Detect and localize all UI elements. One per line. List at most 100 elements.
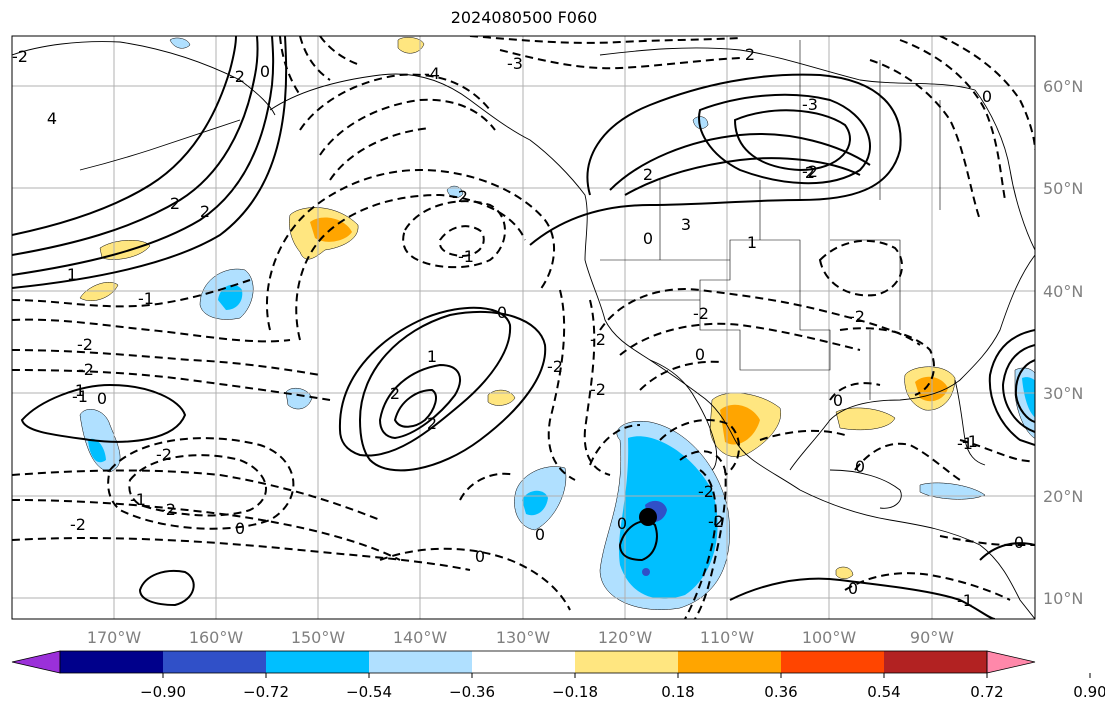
longitude-label: 160°W bbox=[189, 628, 244, 647]
contour-value-label: -3 bbox=[507, 54, 523, 73]
colorbar-segment bbox=[60, 651, 164, 673]
contour-value-label: 0 bbox=[617, 514, 627, 533]
contour-value-label: -2 bbox=[77, 335, 93, 354]
colorbar-tick-label: 0.18 bbox=[661, 683, 694, 701]
contour-value-label: 0 bbox=[982, 87, 992, 106]
contour-value-label: -4 bbox=[424, 64, 440, 83]
contour-value-label: -1 bbox=[72, 387, 88, 406]
contour-value-label: 2 bbox=[170, 194, 180, 213]
contour-value-label: 2 bbox=[745, 45, 755, 64]
negative-anomaly-spot bbox=[642, 568, 650, 576]
contour-value-label: -2 bbox=[12, 47, 28, 66]
contour-value-label: -2 bbox=[802, 162, 818, 181]
longitude-label: 90°W bbox=[910, 628, 954, 647]
contour-value-label: 2 bbox=[427, 414, 437, 433]
contour-value-label: 1 bbox=[75, 381, 85, 400]
contour-value-label: 0 bbox=[497, 303, 507, 322]
contour-value-label: -3 bbox=[802, 95, 818, 114]
dashed-contours bbox=[12, 36, 1035, 619]
negative-anomaly-area bbox=[919, 482, 986, 500]
map-frame bbox=[11, 35, 1036, 620]
latitude-label: 60°N bbox=[1043, 77, 1083, 96]
colorbar-max-extend bbox=[986, 650, 1036, 674]
contour-value-label: -2 bbox=[547, 357, 563, 376]
latitude-label: 30°N bbox=[1043, 384, 1083, 403]
positive-anomaly-area bbox=[835, 566, 854, 579]
contour-value-label: 1 bbox=[747, 233, 757, 252]
positive-anomaly-area bbox=[487, 389, 516, 406]
contour-value-label: 2 bbox=[805, 163, 815, 182]
longitude-label: 120°W bbox=[598, 628, 653, 647]
contour-value-label: 0 bbox=[97, 389, 107, 408]
colorbar-tick-label: −0.72 bbox=[243, 683, 289, 701]
contour-value-label: -2 bbox=[693, 304, 709, 323]
contour-value-label: 0 bbox=[855, 457, 865, 476]
colorbar-segment bbox=[472, 651, 576, 673]
contour-value-label: -1 bbox=[138, 289, 154, 308]
contour-value-label: 2 bbox=[643, 165, 653, 184]
contour-value-label: 0 bbox=[695, 345, 705, 364]
longitude-label: 100°W bbox=[802, 628, 857, 647]
colorbar-tick-label: −0.36 bbox=[449, 683, 495, 701]
contour-value-label: -2 bbox=[229, 67, 245, 86]
contour-value-label: -2 bbox=[78, 360, 94, 379]
contour-value-label: -2 bbox=[698, 482, 714, 501]
contour-value-label: 0 bbox=[475, 547, 485, 566]
storm-center-marker bbox=[639, 508, 657, 526]
contour-value-label: 1 bbox=[427, 347, 437, 366]
contour-value-label: -2 bbox=[70, 515, 86, 534]
negative-anomaly-area bbox=[285, 387, 313, 410]
contour-value-label: -2 bbox=[160, 500, 176, 519]
colorbar-outline bbox=[59, 650, 988, 674]
coastlines bbox=[12, 40, 1035, 619]
contour-value-label: 0 bbox=[848, 579, 858, 598]
latitude-label: 20°N bbox=[1043, 487, 1083, 506]
solid-contours bbox=[12, 36, 1035, 619]
contour-value-label: 0 bbox=[535, 525, 545, 544]
longitude-label: 170°W bbox=[87, 628, 142, 647]
colorbar-segment bbox=[575, 651, 679, 673]
map-title: 2024080500 F060 bbox=[450, 8, 598, 27]
positive-anomaly-area bbox=[397, 37, 425, 54]
contour-value-label: -1 bbox=[458, 247, 474, 266]
latitude-label: 10°N bbox=[1043, 589, 1083, 608]
negative-anomaly-core bbox=[522, 490, 548, 516]
contour-value-label: -2 bbox=[849, 307, 865, 326]
longitude-label: 150°W bbox=[291, 628, 346, 647]
contour-value-label: -1 bbox=[957, 591, 973, 610]
colorbar-tick-label: −0.90 bbox=[140, 683, 186, 701]
colorbar-tick-label: 0.90 bbox=[1073, 683, 1105, 701]
colorbar-tick-label: −0.18 bbox=[552, 683, 598, 701]
positive-anomaly-core bbox=[720, 404, 760, 445]
contour-value-label: -1 bbox=[130, 490, 146, 509]
negative-anomaly-core bbox=[1022, 377, 1035, 418]
contour-labels: 2-2 -3-2 0 -442 21-1-2-201-1-2-1-20-2-2-1210… bbox=[12, 45, 1024, 610]
colorbar-segment bbox=[678, 651, 782, 673]
longitude-label: 110°W bbox=[700, 628, 755, 647]
contour-value-label: -2 bbox=[156, 445, 172, 464]
longitude-labels: 170°W 160°W 150°W 140°W 130°W 120°W 110°W 100°W… bbox=[87, 628, 954, 647]
latitude-label: 50°N bbox=[1043, 179, 1083, 198]
contour-value-label: -2 bbox=[590, 380, 606, 399]
colorbar-tick-label: 0.36 bbox=[764, 683, 797, 701]
longitude-label: 140°W bbox=[393, 628, 448, 647]
negative-anomaly-area bbox=[169, 37, 191, 49]
colorbar-segment bbox=[163, 651, 267, 673]
contour-value-label: 0 bbox=[1014, 533, 1024, 552]
contour-value-label: 0 bbox=[260, 62, 270, 81]
contour-value-label: -1 bbox=[957, 434, 973, 453]
colorbar-tick-label: 0.54 bbox=[867, 683, 900, 701]
colorbar-min-extend bbox=[11, 650, 61, 674]
contour-value-label: 0 bbox=[833, 391, 843, 410]
contour-value-label: 2 bbox=[390, 384, 400, 403]
map-graticule bbox=[12, 36, 1035, 619]
contour-value-label: -1 bbox=[962, 432, 978, 451]
colorbar-segment bbox=[369, 651, 473, 673]
colorbar-segment bbox=[884, 651, 988, 673]
contour-value-label: 1 bbox=[67, 265, 77, 284]
contour-value-label: 0 bbox=[643, 229, 653, 248]
latitude-label: 40°N bbox=[1043, 282, 1083, 301]
contour-value-label: -2 bbox=[708, 512, 724, 531]
contour-value-label: -2 bbox=[590, 330, 606, 349]
